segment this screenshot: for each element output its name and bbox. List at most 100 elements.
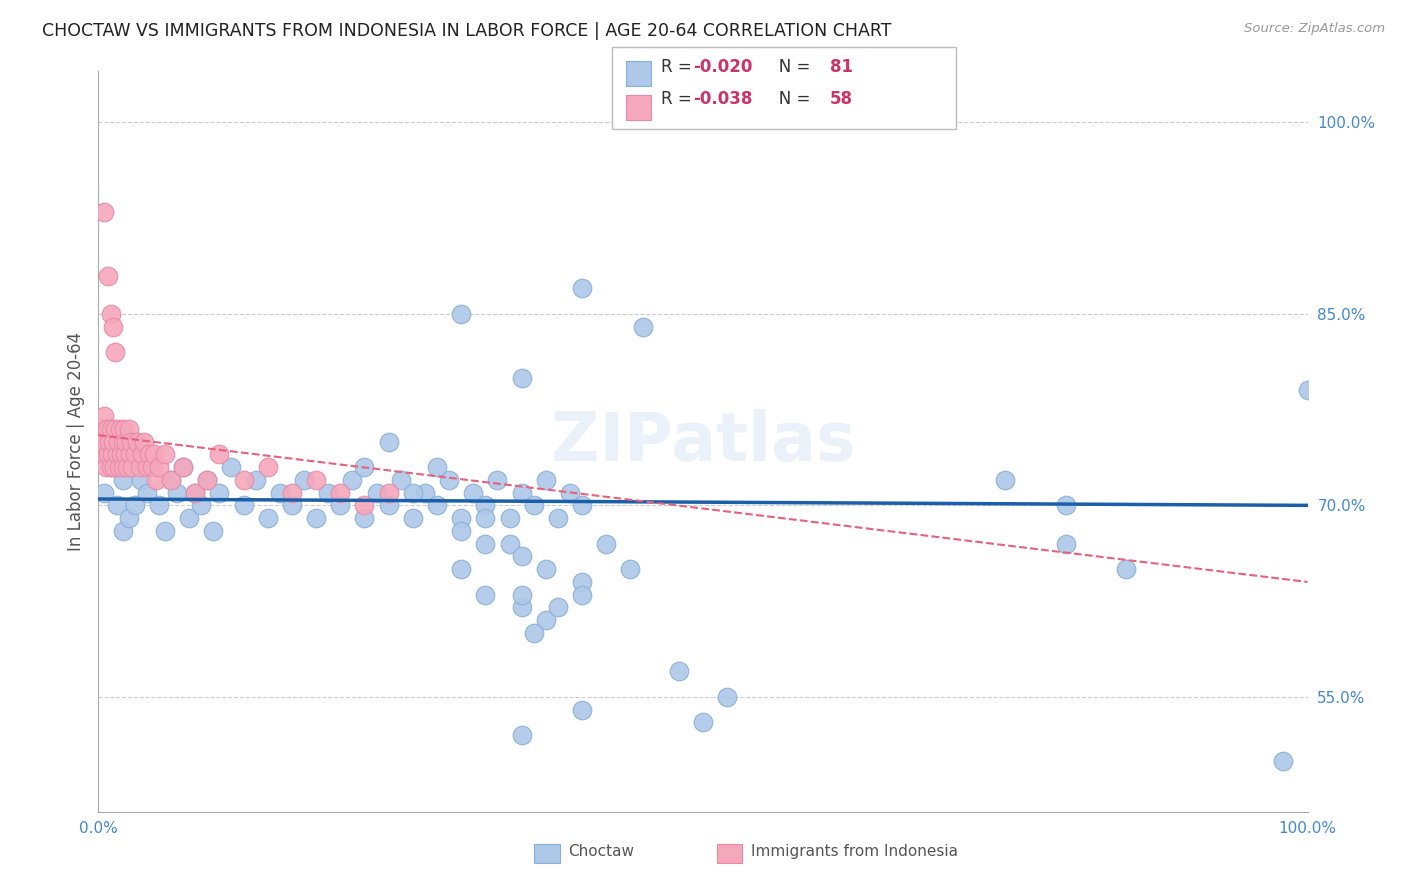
Point bbox=[256, 511, 278, 525]
Point bbox=[716, 690, 738, 704]
Point bbox=[474, 511, 496, 525]
Text: -0.038: -0.038 bbox=[693, 90, 752, 108]
Point bbox=[127, 434, 149, 449]
Point bbox=[547, 511, 569, 525]
Text: -0.020: -0.020 bbox=[693, 58, 752, 76]
Text: Choctaw: Choctaw bbox=[568, 844, 634, 859]
Point bbox=[450, 511, 472, 525]
Y-axis label: In Labor Force | Age 20-64: In Labor Force | Age 20-64 bbox=[66, 332, 84, 551]
Point bbox=[994, 473, 1017, 487]
Point bbox=[342, 473, 364, 487]
Point bbox=[1272, 754, 1295, 768]
Point bbox=[124, 447, 146, 461]
Point bbox=[184, 485, 207, 500]
Point bbox=[172, 460, 194, 475]
Point bbox=[118, 511, 141, 525]
Point bbox=[1054, 499, 1077, 513]
Text: R =: R = bbox=[661, 90, 697, 108]
Text: N =: N = bbox=[763, 58, 815, 76]
Point bbox=[316, 485, 339, 500]
Point bbox=[510, 485, 533, 500]
Point bbox=[208, 485, 231, 500]
Point bbox=[402, 485, 425, 500]
Point bbox=[117, 460, 139, 475]
Text: 58: 58 bbox=[830, 90, 852, 108]
Point bbox=[486, 473, 509, 487]
Point bbox=[118, 447, 141, 461]
Point bbox=[141, 460, 163, 475]
Point bbox=[498, 511, 520, 525]
Point bbox=[510, 588, 533, 602]
Point bbox=[353, 499, 375, 513]
Point bbox=[100, 447, 122, 461]
Point bbox=[256, 460, 278, 475]
Point bbox=[377, 485, 399, 500]
Point bbox=[450, 562, 472, 576]
Point bbox=[111, 473, 134, 487]
Point bbox=[1115, 562, 1137, 576]
Text: ZIPatlas: ZIPatlas bbox=[551, 409, 855, 475]
Point bbox=[195, 473, 218, 487]
Point bbox=[208, 447, 231, 461]
Point bbox=[105, 499, 128, 513]
Point bbox=[510, 600, 533, 615]
Point bbox=[329, 499, 352, 513]
Point bbox=[100, 460, 122, 475]
Point bbox=[534, 473, 557, 487]
Point bbox=[692, 715, 714, 730]
Point bbox=[474, 536, 496, 550]
Point bbox=[172, 460, 194, 475]
Point bbox=[668, 665, 690, 679]
Point bbox=[474, 588, 496, 602]
Point bbox=[377, 434, 399, 449]
Point bbox=[108, 460, 131, 475]
Point bbox=[402, 511, 425, 525]
Point bbox=[232, 499, 254, 513]
Point bbox=[305, 511, 328, 525]
Point bbox=[281, 499, 304, 513]
Point bbox=[184, 485, 207, 500]
Point bbox=[138, 447, 160, 461]
Point bbox=[94, 460, 117, 475]
Point bbox=[232, 473, 254, 487]
Point bbox=[91, 447, 114, 461]
Point bbox=[353, 511, 375, 525]
Point bbox=[134, 434, 156, 449]
Point bbox=[166, 485, 188, 500]
Point bbox=[281, 485, 304, 500]
Text: R =: R = bbox=[661, 58, 697, 76]
Point bbox=[118, 422, 141, 436]
Point bbox=[100, 460, 122, 475]
Point bbox=[153, 447, 176, 461]
Point bbox=[93, 409, 115, 423]
Point bbox=[105, 447, 128, 461]
Point bbox=[142, 460, 165, 475]
Point bbox=[619, 562, 641, 576]
Point bbox=[426, 499, 449, 513]
Point bbox=[353, 460, 375, 475]
Point bbox=[108, 422, 131, 436]
Point bbox=[93, 204, 115, 219]
Point bbox=[534, 562, 557, 576]
Point bbox=[558, 485, 581, 500]
Point bbox=[195, 473, 218, 487]
Point bbox=[148, 499, 170, 513]
Point bbox=[450, 307, 472, 321]
Point bbox=[90, 422, 112, 436]
Point bbox=[104, 345, 127, 359]
Point bbox=[510, 549, 533, 564]
Point bbox=[1296, 384, 1319, 398]
Point bbox=[107, 434, 129, 449]
Point bbox=[631, 319, 654, 334]
Point bbox=[129, 473, 152, 487]
Point bbox=[523, 626, 546, 640]
Text: N =: N = bbox=[763, 90, 815, 108]
Point bbox=[101, 434, 124, 449]
Point bbox=[595, 536, 617, 550]
Point bbox=[124, 499, 146, 513]
Point bbox=[179, 511, 201, 525]
Point bbox=[115, 434, 138, 449]
Point bbox=[112, 422, 135, 436]
Point bbox=[135, 485, 157, 500]
Point bbox=[96, 422, 118, 436]
